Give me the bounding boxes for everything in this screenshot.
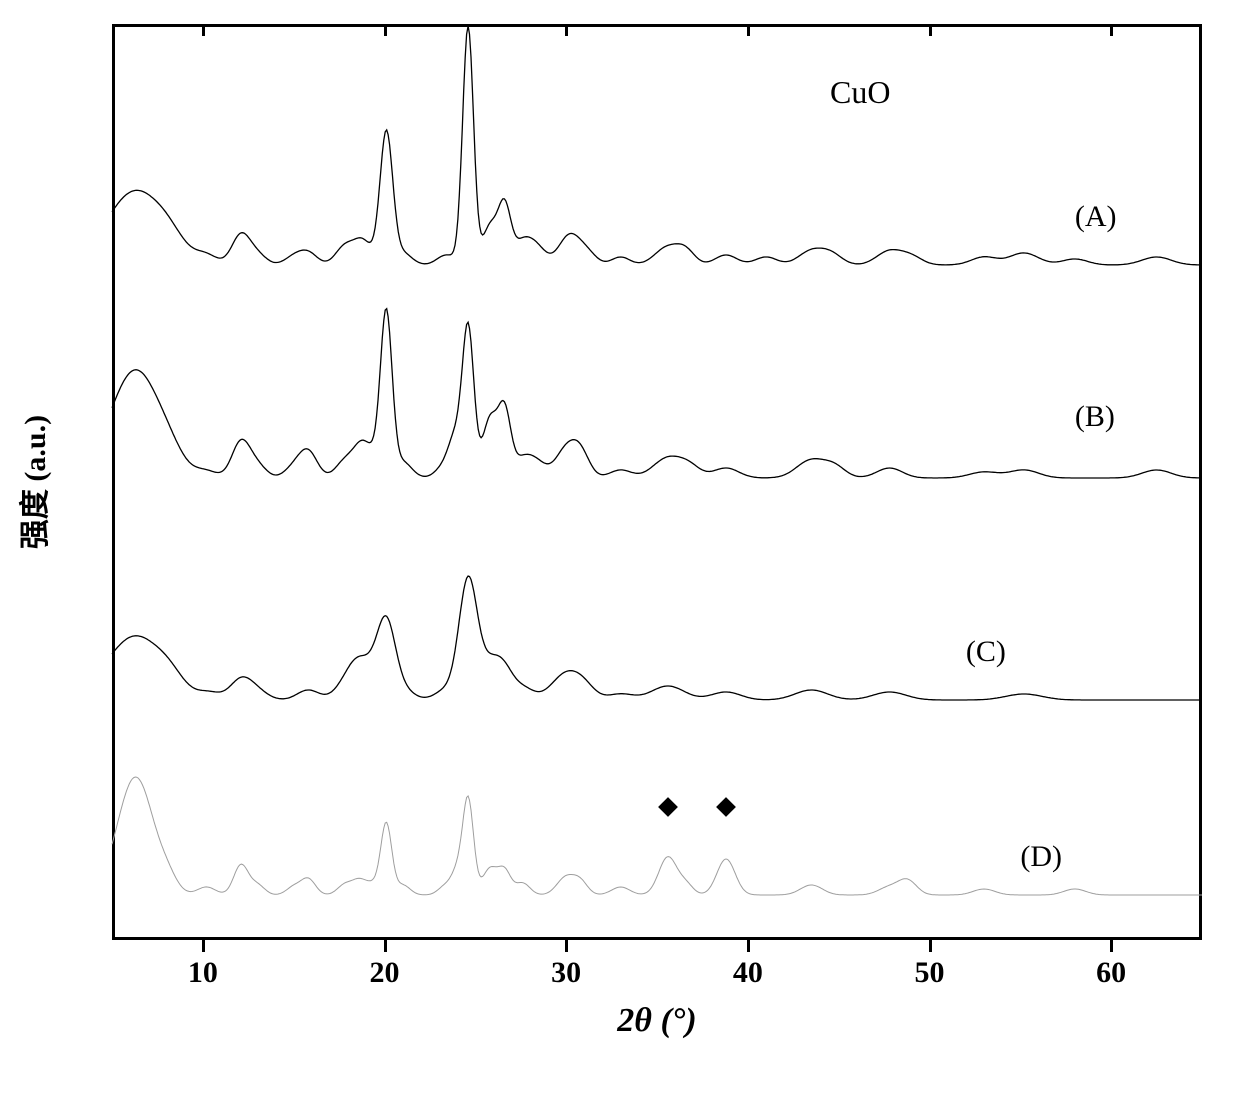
x-tick-top [384,24,387,36]
x-tick-label: 60 [1086,956,1136,990]
x-tick [202,940,205,952]
spectrum-D [112,777,1202,895]
x-tick-top [1110,24,1113,36]
x-tick-label: 40 [723,956,773,990]
x-tick [1110,940,1113,952]
spectrum-A [112,26,1202,265]
x-tick [384,940,387,952]
x-tick-top [747,24,750,36]
x-tick [929,940,932,952]
x-tick-top [202,24,205,36]
x-tick-label: 30 [541,956,591,990]
series-label-C: (C) [966,635,1006,669]
x-tick-label: 50 [905,956,955,990]
series-label-A: (A) [1075,200,1117,234]
x-tick [747,940,750,952]
series-label-B: (B) [1075,400,1115,434]
spectrum-C [112,576,1202,700]
x-tick-label: 10 [178,956,228,990]
x-tick [565,940,568,952]
x-tick-top [565,24,568,36]
x-tick-top [929,24,932,36]
x-tick-label: 20 [360,956,410,990]
series-label-D: (D) [1020,840,1062,874]
spectrum-B [112,309,1202,478]
xrd-chart [0,0,1240,1103]
